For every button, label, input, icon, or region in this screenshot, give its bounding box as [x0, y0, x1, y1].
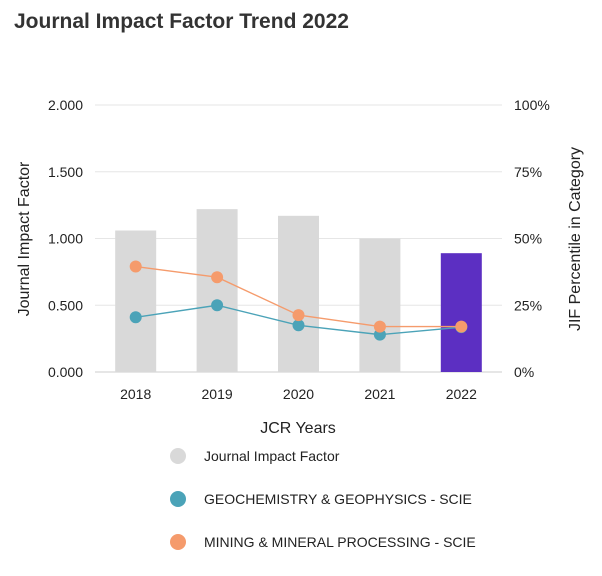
x-tick-label: 2021 — [364, 386, 395, 402]
y2-tick-label: 50% — [514, 231, 542, 247]
y2-tick-label: 25% — [514, 297, 542, 313]
bar[interactable] — [115, 230, 157, 372]
y-tick-label: 1.000 — [48, 231, 83, 247]
x-axis-ticks: 2018 2019 2020 2021 2022 — [120, 386, 477, 402]
legend-label: GEOCHEMISTRY & GEOPHYSICS - SCIE — [204, 491, 472, 507]
x-tick-label: 2019 — [202, 386, 233, 402]
chart-title: Journal Impact Factor Trend 2022 — [14, 10, 349, 33]
bar[interactable] — [196, 209, 238, 372]
data-point[interactable] — [211, 299, 224, 312]
data-point[interactable] — [292, 309, 305, 322]
x-tick-label: 2020 — [283, 386, 314, 402]
x-axis-title: JCR Years — [260, 420, 336, 437]
y2-tick-label: 75% — [514, 164, 542, 180]
data-point[interactable] — [211, 271, 224, 284]
legend-marker-mining — [170, 534, 186, 550]
bar-series — [115, 209, 482, 372]
bar[interactable] — [278, 215, 319, 372]
y2-axis-title: JIF Percentile in Category — [567, 147, 584, 331]
y2-tick-label: 0% — [514, 364, 534, 380]
y-axis-ticks: 0.000 0.500 1.000 1.500 2.000 — [48, 97, 83, 380]
data-point[interactable] — [129, 260, 142, 273]
y2-axis-ticks: 0% 25% 50% 75% 100% — [514, 97, 550, 380]
x-tick-label: 2022 — [446, 386, 477, 402]
legend-item-geochemistry[interactable]: GEOCHEMISTRY & GEOPHYSICS - SCIE — [170, 488, 590, 510]
legend-item-jif[interactable]: Journal Impact Factor — [170, 445, 590, 467]
legend-label: MINING & MINERAL PROCESSING - SCIE — [204, 534, 476, 550]
data-point[interactable] — [292, 319, 305, 332]
y-tick-label: 0.500 — [48, 297, 83, 313]
x-tick-label: 2018 — [120, 386, 151, 402]
chart-area: 0.000 0.500 1.000 1.500 2.000 0% 25% 50% 75% 100… — [16, 97, 584, 437]
line-series — [129, 260, 468, 341]
legend-label: Journal Impact Factor — [204, 448, 340, 464]
bar[interactable] — [359, 238, 401, 373]
legend-item-mining[interactable]: MINING & MINERAL PROCESSING - SCIE — [170, 531, 590, 553]
y2-tick-label: 100% — [514, 97, 550, 113]
data-point[interactable] — [455, 320, 468, 333]
legend: Journal Impact Factor GEOCHEMISTRY & GEO… — [170, 445, 590, 574]
y-axis-title: Journal Impact Factor — [16, 161, 33, 316]
bar[interactable] — [440, 253, 482, 372]
legend-marker-geochemistry — [170, 491, 186, 507]
legend-marker-jif — [170, 448, 186, 464]
y-tick-label: 2.000 — [48, 97, 83, 113]
data-point[interactable] — [129, 311, 142, 324]
y-tick-label: 1.500 — [48, 164, 83, 180]
data-point[interactable] — [373, 320, 386, 333]
y-tick-label: 0.000 — [48, 364, 83, 380]
